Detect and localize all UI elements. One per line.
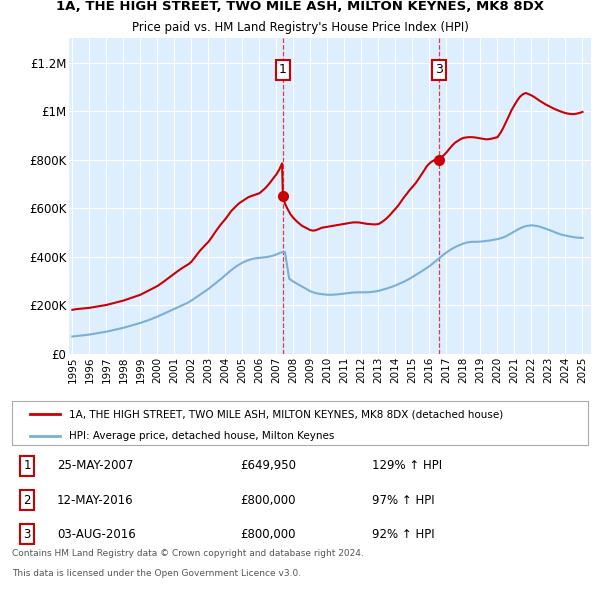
Text: 1A, THE HIGH STREET, TWO MILE ASH, MILTON KEYNES, MK8 8DX: 1A, THE HIGH STREET, TWO MILE ASH, MILTO… [56,1,544,14]
Text: Price paid vs. HM Land Registry's House Price Index (HPI): Price paid vs. HM Land Registry's House … [131,21,469,34]
Text: 1: 1 [23,459,31,472]
Text: 97% ↑ HPI: 97% ↑ HPI [372,493,434,507]
Text: This data is licensed under the Open Government Licence v3.0.: This data is licensed under the Open Gov… [12,569,301,578]
Text: 1A, THE HIGH STREET, TWO MILE ASH, MILTON KEYNES, MK8 8DX (detached house): 1A, THE HIGH STREET, TWO MILE ASH, MILTO… [69,409,503,419]
Text: 2: 2 [23,493,31,507]
Text: 92% ↑ HPI: 92% ↑ HPI [372,528,434,541]
Text: 3: 3 [436,63,443,77]
Text: 25-MAY-2007: 25-MAY-2007 [57,459,133,472]
Text: 3: 3 [23,528,31,541]
Text: £800,000: £800,000 [240,493,296,507]
Text: 03-AUG-2016: 03-AUG-2016 [57,528,136,541]
Text: £800,000: £800,000 [240,528,296,541]
Text: 129% ↑ HPI: 129% ↑ HPI [372,459,442,472]
Text: £649,950: £649,950 [240,459,296,472]
Text: 1: 1 [279,63,287,77]
Text: 12-MAY-2016: 12-MAY-2016 [57,493,134,507]
Text: Contains HM Land Registry data © Crown copyright and database right 2024.: Contains HM Land Registry data © Crown c… [12,549,364,558]
Text: HPI: Average price, detached house, Milton Keynes: HPI: Average price, detached house, Milt… [69,431,334,441]
